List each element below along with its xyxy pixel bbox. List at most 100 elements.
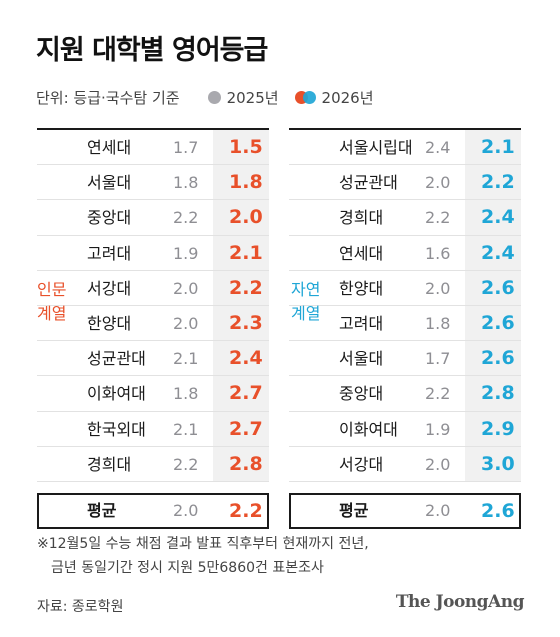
value-2026: 1.8: [229, 171, 263, 194]
table-row: 서강대 2.0 3.0: [289, 447, 521, 482]
value-2025: 2.1: [173, 349, 199, 369]
value-2026: 2.4: [481, 241, 515, 264]
rows-sciences: 서울시립대 2.4 2.1 성균관대 2.0 2.2 경희대 2.2 2.4 연세대 1.6 2.4 한…: [289, 130, 521, 529]
table-row: 서울대 1.7 2.6: [289, 341, 521, 377]
university-name: 한양대: [339, 278, 384, 298]
brand-logo: The JoongAng: [395, 592, 525, 612]
value-2026: 2.8: [229, 452, 263, 475]
value-2025: 1.7: [425, 349, 451, 369]
university-name: 서울대: [87, 173, 132, 193]
university-name: 연세대: [339, 243, 384, 263]
table-row: 연세대 1.6 2.4: [289, 236, 521, 271]
value-2026: 3.0: [481, 452, 515, 475]
table-row: 한국외대 2.1 2.7: [37, 412, 269, 447]
average-row: 평균 2.0 2.2: [37, 493, 269, 529]
table-row: 서강대 2.0 2.2: [37, 271, 269, 306]
value-2026: 1.5: [229, 136, 263, 158]
category-label-line: 인문: [37, 279, 67, 299]
value-2025: 1.7: [173, 138, 199, 157]
value-2025: 1.8: [425, 313, 451, 333]
value-2025: 2.2: [173, 454, 199, 474]
table-row: 경희대 2.2 2.8: [37, 447, 269, 482]
value-2025: 2.2: [425, 384, 451, 404]
value-2026: 2.4: [229, 347, 263, 370]
university-name: 성균관대: [87, 349, 146, 369]
legend-swatch-2025: [207, 90, 221, 104]
table-row: 중앙대 2.2 2.0: [37, 200, 269, 236]
university-name: 경희대: [87, 454, 132, 474]
legend: 2025년 2026년: [207, 87, 390, 108]
table-row: 한양대 2.0 2.3: [37, 306, 269, 342]
highlight-column-2026: [213, 130, 269, 482]
value-2025: 2.2: [425, 208, 451, 228]
category-label-line: 계열: [37, 303, 67, 323]
table-row: 중앙대 2.2 2.8: [289, 376, 521, 412]
highlight-column-2026: [465, 130, 521, 482]
university-name: 서울시립대: [339, 138, 413, 157]
legend-swatch-2026-blue: [302, 90, 316, 104]
value-2026: 2.6: [481, 311, 515, 334]
table-row: 이화여대 1.8 2.7: [37, 376, 269, 412]
value-2026: 2.8: [481, 382, 515, 405]
value-2025: 2.0: [173, 278, 199, 298]
value-2025: 1.9: [425, 419, 451, 439]
university-name: 경희대: [339, 208, 384, 228]
legend-item-2025: 2025년: [207, 87, 279, 108]
value-2026: 2.9: [481, 417, 515, 440]
average-value-2026: 2.6: [481, 500, 515, 522]
value-2026: 2.0: [229, 206, 263, 229]
legend-label-2025: 2025년: [226, 88, 279, 107]
university-name: 서울대: [339, 349, 384, 369]
average-label: 평균: [339, 501, 369, 520]
value-2026: 2.7: [229, 417, 263, 440]
value-2025: 2.0: [173, 313, 199, 333]
value-2026: 2.2: [229, 276, 263, 299]
university-name: 한국외대: [87, 419, 146, 439]
value-2026: 2.6: [481, 347, 515, 370]
subtitle-row: 단위: 등급·국수탐 기준 2025년 2026년: [36, 86, 390, 108]
university-name: 중앙대: [87, 208, 132, 228]
footnote: ※12월5일 수능 채점 결과 발표 직후부터 현재까지 전년, 금년 동일기간…: [37, 532, 369, 580]
university-name: 성균관대: [339, 173, 398, 193]
value-2025: 1.8: [173, 173, 199, 193]
university-name: 중앙대: [339, 384, 384, 404]
legend-swatch-2026: [294, 90, 316, 104]
value-2026: 2.7: [229, 382, 263, 405]
legend-label-2026: 2026년: [321, 88, 374, 107]
value-2025: 2.0: [425, 454, 451, 474]
table-row: 연세대 1.7 1.5: [37, 130, 269, 166]
table-row: 경희대 2.2 2.4: [289, 200, 521, 236]
table-row: 성균관대 2.0 2.2: [289, 165, 521, 201]
value-2025: 2.4: [425, 138, 451, 157]
value-2026: 2.1: [229, 241, 263, 264]
value-2026: 2.4: [481, 206, 515, 229]
table-row: 고려대 1.8 2.6: [289, 306, 521, 342]
average-value-2026: 2.2: [229, 500, 263, 522]
value-2025: 1.9: [173, 243, 199, 263]
category-label-line: 자연: [291, 279, 321, 299]
value-2025: 2.0: [425, 173, 451, 193]
rows-humanities: 연세대 1.7 1.5 서울대 1.8 1.8 중앙대 2.2 2.0 고려대 1.9 2.1 서강대 2…: [37, 130, 269, 529]
value-2025: 2.2: [173, 208, 199, 228]
value-2025: 2.0: [425, 278, 451, 298]
university-name: 서강대: [339, 454, 384, 474]
university-name: 고려대: [339, 313, 384, 333]
unit-label: 단위: 등급·국수탐 기준: [36, 88, 180, 107]
average-value-2025: 2.0: [173, 501, 199, 520]
panel-top-rule: [289, 128, 521, 130]
legend-item-2026: 2026년: [294, 87, 374, 108]
panel-humanities: 연세대 1.7 1.5 서울대 1.8 1.8 중앙대 2.2 2.0 고려대 1.9 2.1 서강대 2…: [37, 128, 269, 529]
table-row: 서울시립대 2.4 2.1: [289, 130, 521, 166]
table-row: 한양대 2.0 2.6: [289, 271, 521, 306]
value-2026: 2.3: [229, 311, 263, 334]
university-name: 이화여대: [339, 419, 398, 439]
table-row: 이화여대 1.9 2.9: [289, 412, 521, 447]
average-label: 평균: [87, 501, 117, 520]
value-2026: 2.1: [481, 136, 515, 158]
category-label: 자연 계열: [291, 278, 320, 326]
table-row: 서울대 1.8 1.8: [37, 165, 269, 201]
footnote-line-1: ※12월5일 수능 채점 결과 발표 직후부터 현재까지 전년,: [37, 536, 369, 552]
chart-title: 지원 대학별 영어등급: [36, 35, 268, 66]
value-2026: 2.2: [481, 171, 515, 194]
